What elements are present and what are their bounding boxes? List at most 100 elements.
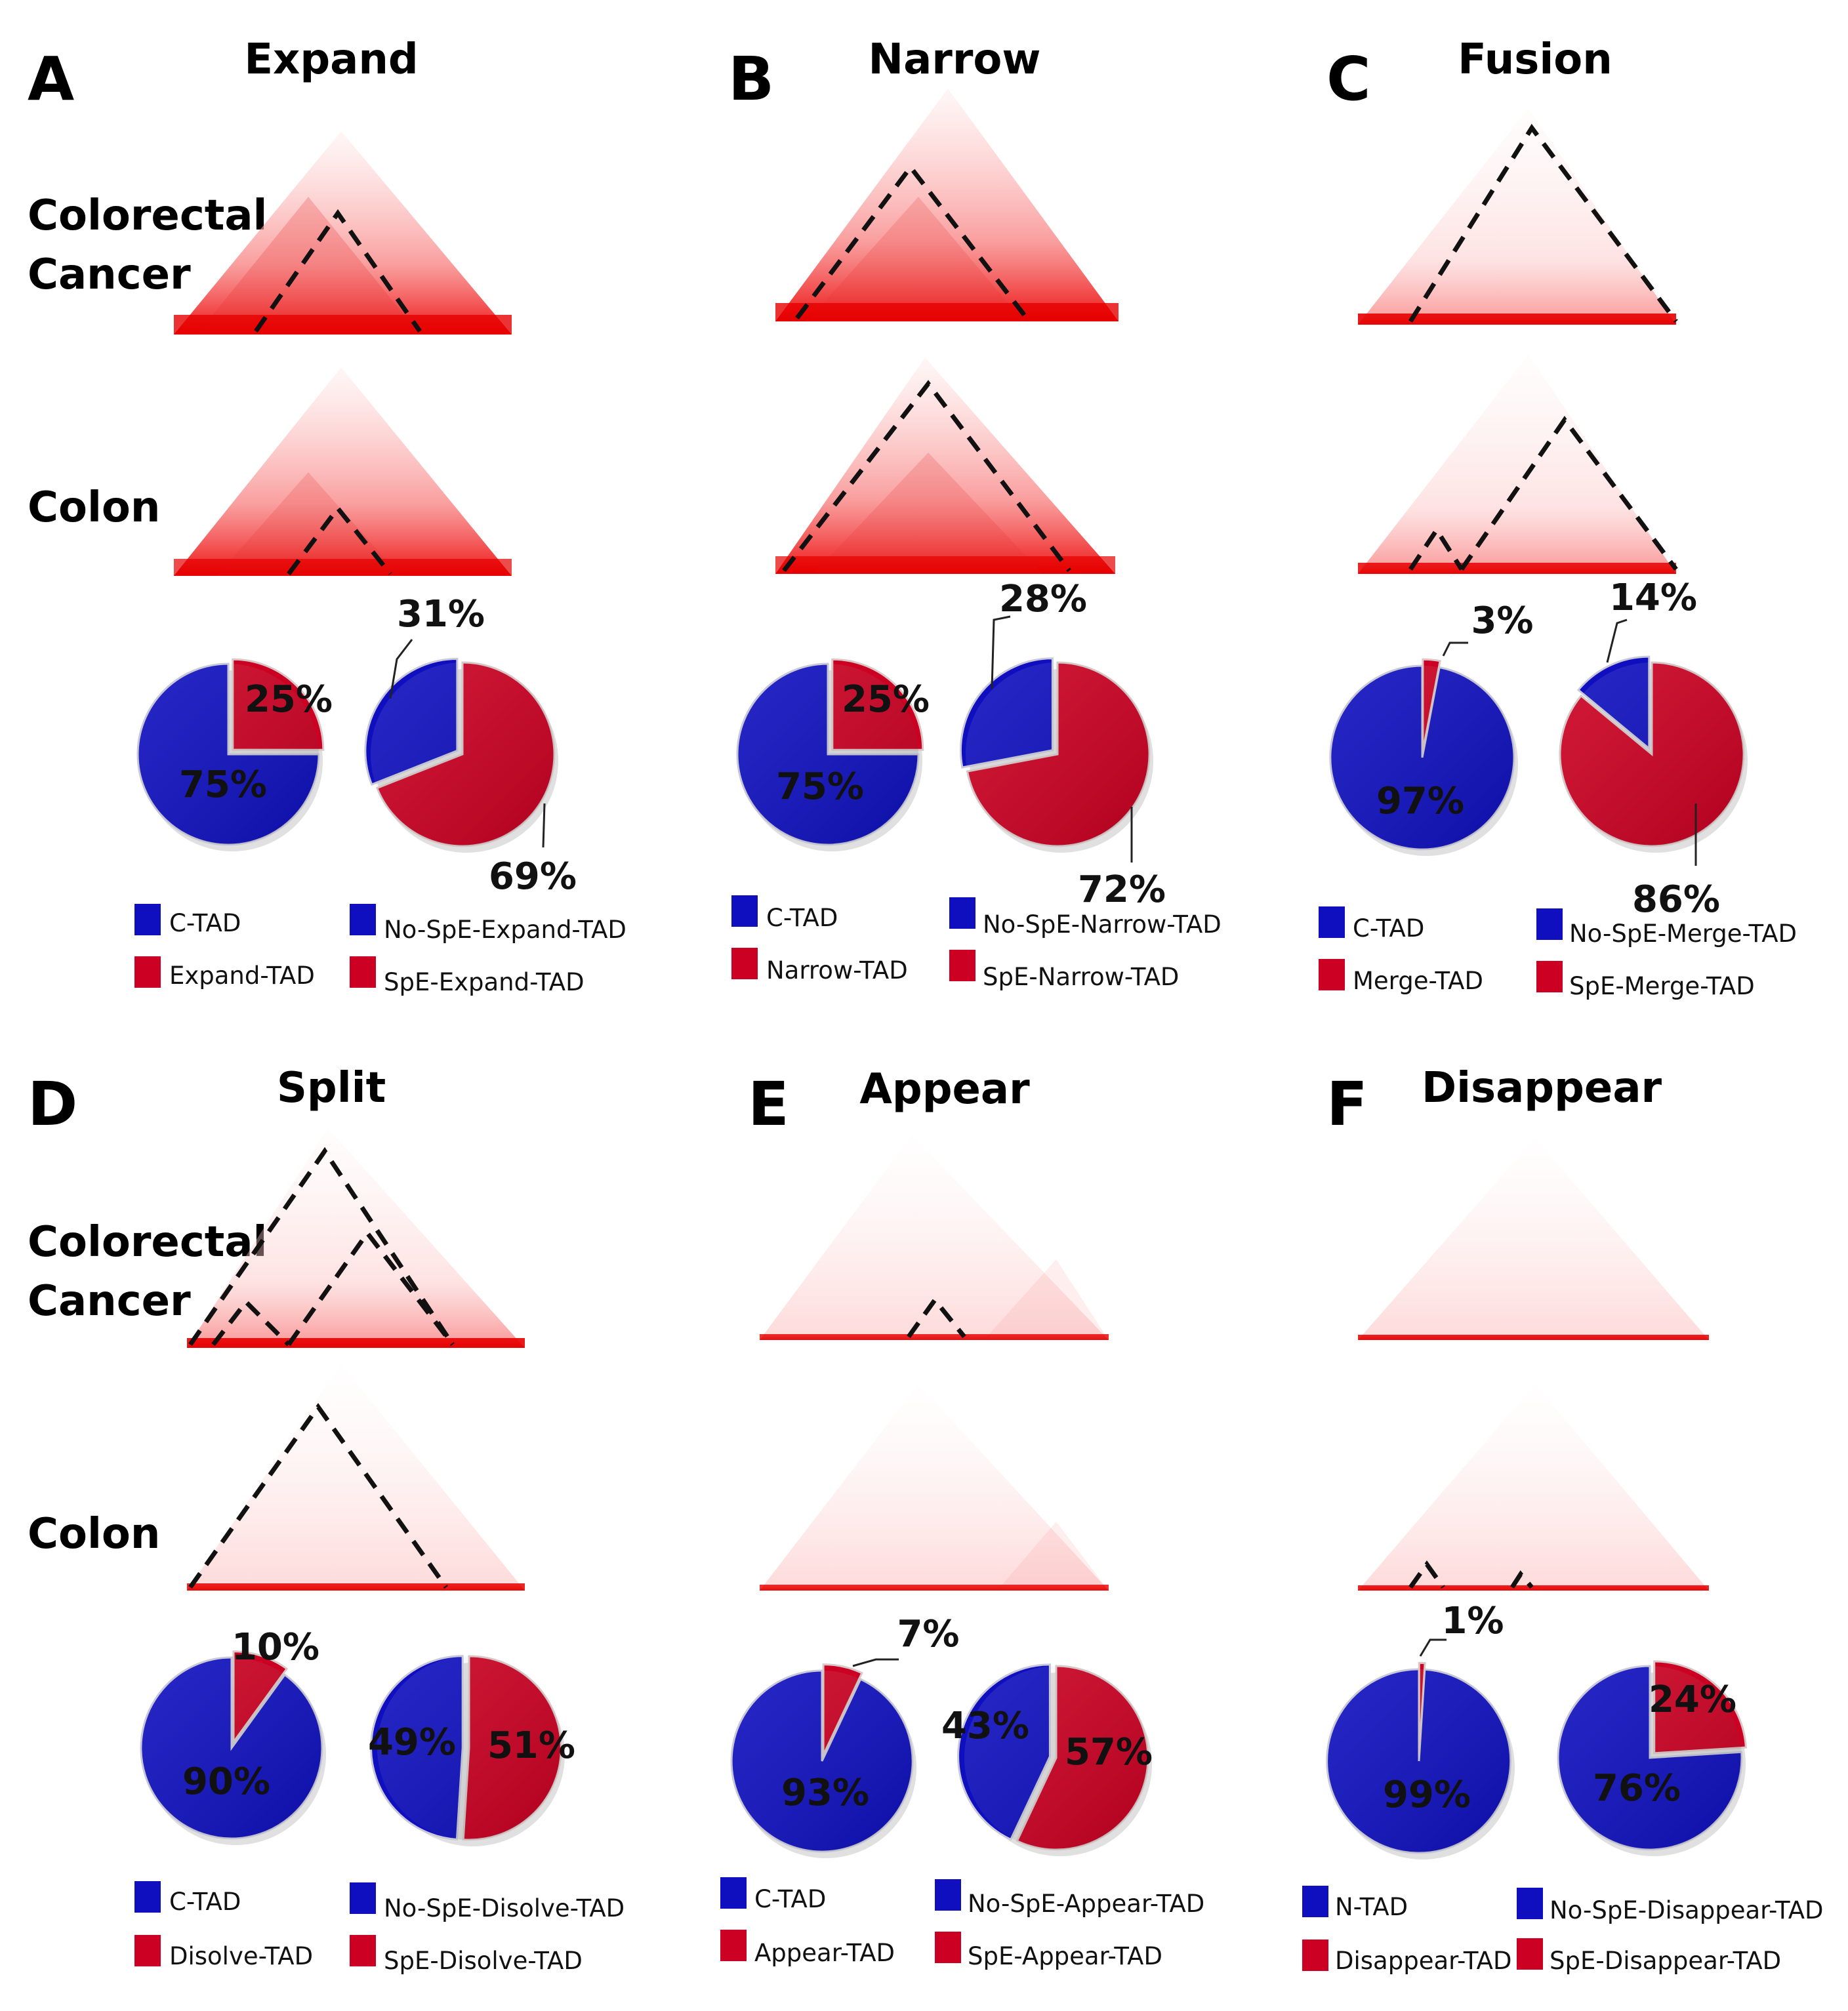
pie-shading — [1330, 666, 1514, 849]
legend-item: No-SpE-Appear-TAD — [968, 1890, 1204, 1918]
percent-label: 14% — [1609, 577, 1697, 619]
panel-title: Split — [277, 1064, 386, 1112]
legend-item: N-TAD — [1335, 1893, 1408, 1921]
heatmap-cancer — [1358, 108, 1678, 325]
heatmap-cancer — [760, 1135, 1109, 1340]
panel-c: C Fusion 97% 3% 14% 86% C-TAD Merge-TAD No… — [1319, 35, 1797, 1000]
row-label-colon: Colon — [28, 483, 160, 532]
pie-chart-2: 43% 57% — [941, 1663, 1153, 1856]
percent-label: 3% — [1471, 599, 1533, 642]
legend-swatch-blue — [1517, 1888, 1543, 1919]
legend-swatch-blue — [935, 1879, 961, 1911]
legend-item: No-SpE-Narrow-TAD — [983, 910, 1222, 939]
heatmap-cancer — [174, 131, 512, 335]
pie-shading — [141, 1657, 322, 1838]
legend-item: SpE-Merge-TAD — [1569, 972, 1755, 1000]
panel-letter: A — [28, 44, 74, 114]
legend-swatch-red — [1517, 1938, 1543, 1970]
percent-label: 43% — [941, 1705, 1029, 1747]
panel-letter: B — [728, 44, 774, 114]
tad-outline — [287, 1229, 455, 1347]
leader-line — [1419, 1638, 1447, 1657]
row-label-colon: Colon — [28, 1510, 160, 1558]
row-label-cancer-line2: Cancer — [28, 251, 191, 299]
legend-swatch-red — [935, 1932, 961, 1963]
panel-f: F Disappear 99% 1% 76% 24% N-TAD Disappear… — [1302, 1064, 1824, 1975]
pie-shading — [731, 1671, 913, 1852]
legend-item: SpE-Appear-TAD — [968, 1942, 1162, 1970]
legend-swatch-blue — [1536, 908, 1563, 940]
panel-e: E Appear 93% 7% 43% 57% C-TAD Appear-TAD N… — [720, 1065, 1204, 1970]
percent-label: 72% — [1078, 868, 1166, 911]
legend-swatch-blue — [134, 904, 161, 935]
tad-outline — [1408, 525, 1464, 571]
pie-shading — [1327, 1669, 1511, 1853]
percent-label: 86% — [1632, 878, 1720, 921]
legend-swatch-red — [1536, 961, 1563, 992]
legend-swatch-red — [1302, 1940, 1328, 1971]
legend-item: C-TAD — [1353, 914, 1424, 943]
pie-shading — [964, 1666, 1148, 1850]
heatmap-colon — [775, 357, 1115, 574]
legend-swatch-blue — [949, 897, 975, 929]
panel-letter: E — [748, 1069, 789, 1139]
percent-label: 24% — [1649, 1678, 1736, 1721]
legend-item: Expand-TAD — [169, 962, 315, 990]
panel-letter: D — [28, 1069, 77, 1139]
legend-swatch-red — [134, 956, 161, 988]
legend-item: C-TAD — [169, 1888, 241, 1916]
legend-item: Disappear-TAD — [1335, 1947, 1511, 1975]
legend-item: No-SpE-Merge-TAD — [1569, 920, 1797, 948]
heatmap-cancer — [187, 1128, 525, 1348]
tad-outline — [907, 1296, 966, 1339]
tad-outline — [188, 1147, 455, 1346]
legend-item: Appear-TAD — [754, 1939, 895, 1967]
percent-label: 75% — [776, 765, 864, 808]
pie-shading — [737, 664, 918, 845]
pie-shading — [377, 1656, 561, 1840]
tad-outline — [782, 380, 1071, 573]
legend-item: SpE-Disolve-TAD — [384, 1947, 583, 1975]
percent-label: 93% — [781, 1772, 869, 1814]
tad-outline — [211, 1298, 291, 1347]
panel-a: A Expand Colorectal Cancer Colon 75%25% … — [28, 35, 626, 996]
tad-outline — [1408, 1560, 1445, 1589]
legend: C-TAD Disolve-TAD No-SpE-Disolve-TAD SpE… — [134, 1881, 625, 1975]
tad-outline — [1510, 1570, 1534, 1589]
legend: C-TAD Narrow-TAD No-SpE-Narrow-TAD SpE-N… — [731, 895, 1222, 991]
legend-item: SpE-Narrow-TAD — [983, 963, 1179, 991]
legend-swatch-red — [949, 950, 975, 981]
legend-swatch-blue — [1319, 906, 1345, 938]
legend-item: Merge-TAD — [1353, 967, 1483, 995]
tad-outline — [254, 209, 422, 333]
percent-label: 99% — [1383, 1774, 1471, 1816]
legend: N-TAD Disappear-TAD No-SpE-Disappear-TAD… — [1302, 1886, 1824, 1975]
legend-swatch-red — [134, 1935, 161, 1966]
percent-label: 57% — [1065, 1731, 1153, 1774]
percent-label: 28% — [999, 578, 1087, 620]
leader-line — [389, 639, 413, 699]
percent-label: 90% — [182, 1760, 270, 1803]
leader-line — [991, 615, 1011, 689]
heatmap-cancer — [1358, 1138, 1709, 1340]
pie-chart-1: 90% 10% — [140, 1626, 326, 1845]
heatmap-colon — [1358, 354, 1678, 574]
panel-title: Narrow — [869, 35, 1041, 84]
panel-title: Appear — [859, 1065, 1030, 1114]
tad-outline — [1408, 123, 1678, 323]
legend-swatch-blue — [350, 1882, 376, 1914]
heatmap-cancer — [775, 89, 1119, 321]
legend-item: C-TAD — [754, 1885, 826, 1913]
legend-item: No-SpE-Disappear-TAD — [1550, 1896, 1824, 1924]
pie-chart-1: 75% 25% — [136, 658, 333, 851]
pie-shading — [1560, 662, 1744, 846]
panel-b: B Narrow 75% 25% 28% 72% C-TAD Narrow-TAD … — [728, 35, 1222, 991]
pie-shading — [966, 662, 1149, 846]
legend: C-TAD Appear-TAD No-SpE-Appear-TAD SpE-A… — [720, 1877, 1204, 1970]
percent-label: 76% — [1593, 1767, 1681, 1810]
percent-label: 31% — [397, 593, 485, 636]
legend-item: Narrow-TAD — [766, 956, 908, 985]
legend-swatch-blue — [134, 1881, 161, 1913]
percent-label: 75% — [179, 763, 267, 806]
